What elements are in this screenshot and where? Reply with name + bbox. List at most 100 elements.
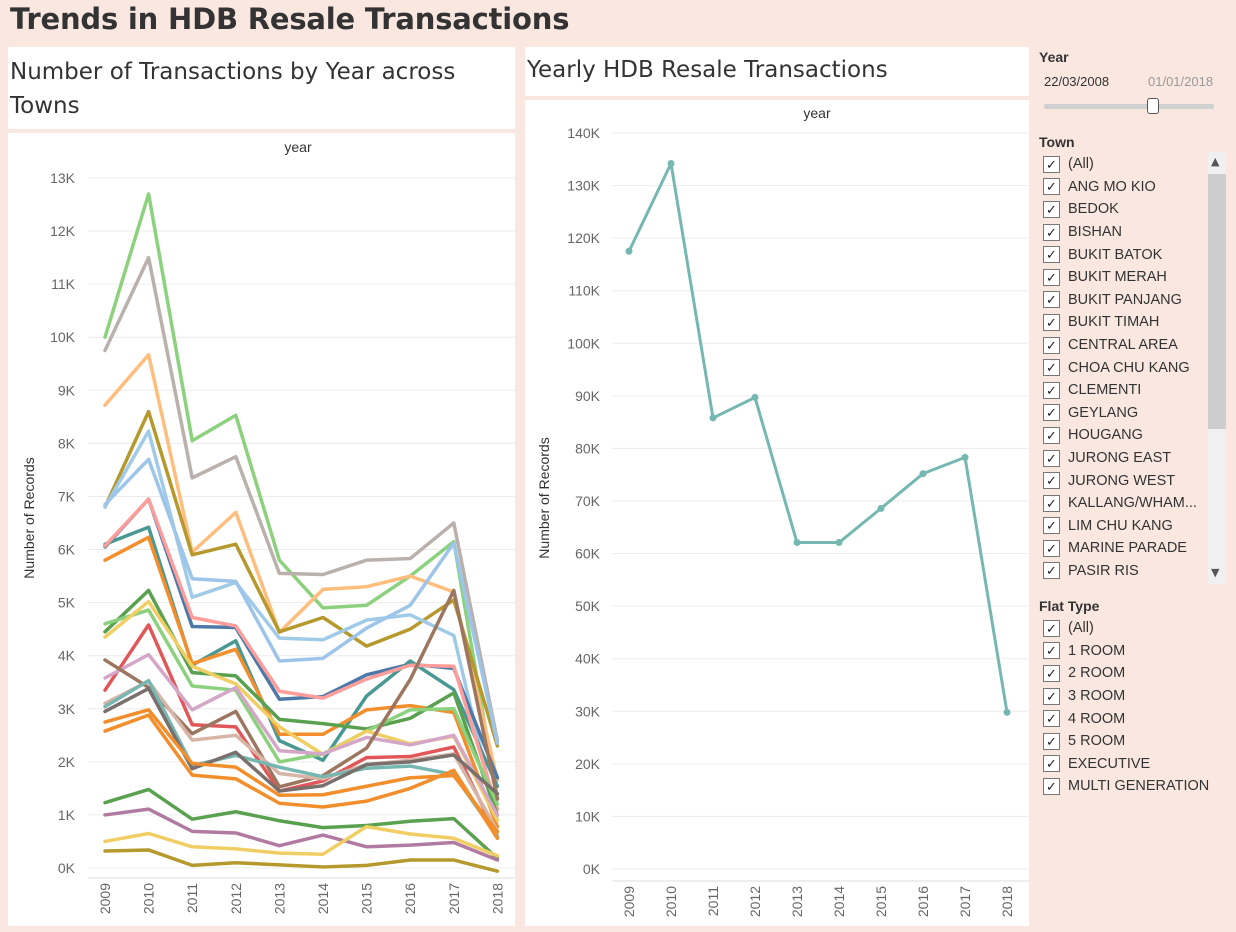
y-tick-label: 140K <box>567 125 600 141</box>
checkbox-checked-icon[interactable]: ✓ <box>1043 200 1060 218</box>
town-option[interactable]: ✓ BUKIT TIMAH <box>1043 311 1208 334</box>
right-line-chart[interactable]: year 0K 10K 20K 30K 40K 50K 60K 70K 80K 90K 100K 110… <box>525 100 1029 926</box>
year-end-date[interactable]: 01/01/2018 <box>1148 74 1214 89</box>
flat-type-option[interactable]: ✓ 2 ROOM <box>1043 662 1209 685</box>
x-tick-label: 2011 <box>184 883 200 913</box>
flat-type-option-label: 1 ROOM <box>1068 642 1126 659</box>
town-option[interactable]: ✓ PASIR RIS <box>1043 560 1208 583</box>
year-slider-track[interactable] <box>1044 104 1214 109</box>
town-filter-list: ✓ (All) ✓ ANG MO KIO ✓ BEDOK ✓ BISHAN ✓ BUKIT BAT… <box>1043 153 1208 584</box>
checkbox-checked-icon[interactable]: ✓ <box>1043 359 1060 377</box>
town-option[interactable]: ✓ MARINE PARADE <box>1043 537 1208 560</box>
series-line <box>103 409 500 748</box>
series-line <box>103 352 500 783</box>
checkbox-checked-icon[interactable]: ✓ <box>1043 732 1060 750</box>
flat-type-option[interactable]: ✓ 3 ROOM <box>1043 685 1209 708</box>
x-tick-label: 2010 <box>663 886 679 917</box>
town-option-label: JURONG WEST <box>1068 472 1176 489</box>
town-option[interactable]: ✓ CLEMENTI <box>1043 379 1208 402</box>
y-tick-label: 20K <box>575 756 601 772</box>
checkbox-checked-icon[interactable]: ✓ <box>1043 404 1060 422</box>
checkbox-checked-icon[interactable]: ✓ <box>1043 313 1060 331</box>
y-tick-label: 0K <box>58 860 76 876</box>
checkbox-checked-icon[interactable]: ✓ <box>1043 619 1060 637</box>
flat-type-option-label: MULTI GENERATION <box>1068 778 1210 795</box>
checkbox-checked-icon[interactable]: ✓ <box>1043 449 1060 467</box>
x-tick-label: 2009 <box>97 883 113 914</box>
flat-type-option-label: 5 ROOM <box>1068 733 1126 750</box>
y-tick-label: 50K <box>575 598 601 614</box>
checkbox-checked-icon[interactable]: ✓ <box>1043 336 1060 354</box>
checkbox-checked-icon[interactable]: ✓ <box>1043 777 1060 795</box>
town-option[interactable]: ✓ CENTRAL AREA <box>1043 334 1208 357</box>
town-option[interactable]: ✓ BEDOK <box>1043 198 1208 221</box>
town-option[interactable]: ✓ CHOA CHU KANG <box>1043 356 1208 379</box>
town-option-label: PASIR RIS <box>1068 562 1139 579</box>
checkbox-checked-icon[interactable]: ✓ <box>1043 155 1060 173</box>
town-option-label: BUKIT PANJANG <box>1068 291 1182 308</box>
checkbox-checked-icon[interactable]: ✓ <box>1043 710 1060 728</box>
flat-type-option-label: 3 ROOM <box>1068 688 1126 705</box>
scroll-down-icon[interactable]: ▼ <box>1211 566 1220 579</box>
town-option[interactable]: ✓ BISHAN <box>1043 221 1208 244</box>
x-tick-label: 2009 <box>621 886 637 917</box>
flat-type-option[interactable]: ✓ MULTI GENERATION <box>1043 775 1209 798</box>
flat-type-option[interactable]: ✓ 5 ROOM <box>1043 730 1209 753</box>
town-option[interactable]: ✓ KALLANG/WHAM... <box>1043 492 1208 515</box>
town-option[interactable]: ✓ ANG MO KIO <box>1043 176 1208 199</box>
year-start-date[interactable]: 22/03/2008 <box>1044 74 1110 89</box>
flat-type-option[interactable]: ✓ 1 ROOM <box>1043 640 1209 663</box>
checkbox-checked-icon[interactable]: ✓ <box>1043 664 1060 682</box>
town-option[interactable]: ✓ GEYLANG <box>1043 402 1208 425</box>
checkbox-checked-icon[interactable]: ✓ <box>1043 687 1060 705</box>
town-option[interactable]: ✓ JURONG EAST <box>1043 447 1208 470</box>
checkbox-checked-icon[interactable]: ✓ <box>1043 642 1060 660</box>
checkbox-checked-icon[interactable]: ✓ <box>1043 494 1060 512</box>
checkbox-checked-icon[interactable]: ✓ <box>1043 539 1060 557</box>
x-tick-label: 2018 <box>489 883 505 914</box>
y-tick-label: 80K <box>575 440 601 456</box>
checkbox-checked-icon[interactable]: ✓ <box>1043 562 1060 580</box>
series-line <box>103 824 500 858</box>
town-option[interactable]: ✓ JURONG WEST <box>1043 469 1208 492</box>
series-line <box>103 623 500 838</box>
data-point <box>1003 708 1011 716</box>
checkbox-checked-icon[interactable]: ✓ <box>1043 426 1060 444</box>
checkbox-checked-icon[interactable]: ✓ <box>1043 246 1060 264</box>
checkbox-checked-icon[interactable]: ✓ <box>1043 178 1060 196</box>
flat-type-option[interactable]: ✓ EXECUTIVE <box>1043 753 1209 776</box>
town-option[interactable]: ✓ LIM CHU KANG <box>1043 515 1208 538</box>
scroll-thumb[interactable] <box>1208 174 1226 429</box>
town-list-scrollbar[interactable]: ▲ ▼ <box>1208 152 1226 584</box>
series-line <box>103 497 500 812</box>
scroll-up-icon[interactable]: ▲ <box>1211 155 1220 168</box>
left-line-chart[interactable]: year 0K 1K 2K 3K 4K 5K 6K 7K 8K 9K 10K 11K 12K 13K Numb… <box>8 133 515 926</box>
checkbox-checked-icon[interactable]: ✓ <box>1043 291 1060 309</box>
town-option[interactable]: ✓ BUKIT MERAH <box>1043 266 1208 289</box>
town-option-label: ANG MO KIO <box>1068 178 1156 195</box>
flat-type-option[interactable]: ✓ (All) <box>1043 617 1209 640</box>
year-slider-handle[interactable] <box>1147 98 1159 114</box>
flat-type-option-label: EXECUTIVE <box>1068 755 1151 772</box>
right-chart-title: Yearly HDB Resale Transactions <box>527 57 888 83</box>
y-tick-label: 0K <box>583 861 601 877</box>
y-tick-label: 2K <box>58 754 76 770</box>
town-option[interactable]: ✓ BUKIT BATOK <box>1043 243 1208 266</box>
town-option[interactable]: ✓ BUKIT PANJANG <box>1043 289 1208 312</box>
flat-type-option-label: 4 ROOM <box>1068 710 1126 727</box>
checkbox-checked-icon[interactable]: ✓ <box>1043 472 1060 490</box>
y-tick-label: 10K <box>575 808 601 824</box>
data-point <box>793 539 801 547</box>
checkbox-checked-icon[interactable]: ✓ <box>1043 268 1060 286</box>
flat-type-option[interactable]: ✓ 4 ROOM <box>1043 707 1209 730</box>
town-option[interactable]: ✓ (All) <box>1043 153 1208 176</box>
town-option[interactable]: ✓ HOUGANG <box>1043 424 1208 447</box>
left-chart-title-panel: Number of Transactions by Year across To… <box>8 47 515 129</box>
series-line <box>103 192 500 801</box>
checkbox-checked-icon[interactable]: ✓ <box>1043 381 1060 399</box>
checkbox-checked-icon[interactable]: ✓ <box>1043 223 1060 241</box>
checkbox-checked-icon[interactable]: ✓ <box>1043 517 1060 535</box>
y-tick-label: 3K <box>58 701 76 717</box>
data-point <box>667 159 675 167</box>
checkbox-checked-icon[interactable]: ✓ <box>1043 755 1060 773</box>
